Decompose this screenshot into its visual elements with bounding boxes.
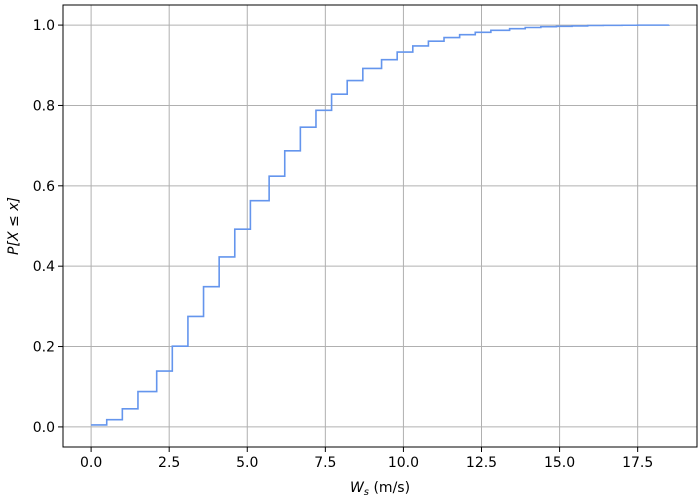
- x-tick-label: 15.0: [544, 455, 575, 471]
- y-tick-label: 0.0: [33, 420, 55, 436]
- x-axis-label-main: W: [350, 480, 365, 496]
- x-axis-ticks: 0.0 2.5 5.0 7.5 10.0 12.5 15.0 17.5: [80, 447, 653, 471]
- series-layer: [91, 24, 670, 426]
- x-tick-label: 17.5: [622, 455, 653, 471]
- y-tick-label: 0.4: [33, 259, 55, 275]
- x-tick-label: 12.5: [466, 455, 497, 471]
- y-axis-ticks: 0.0 0.2 0.4 0.6 0.8 1.0: [33, 18, 63, 436]
- y-tick-label: 0.8: [33, 98, 55, 114]
- x-tick-label: 5.0: [236, 455, 258, 471]
- grid-lines: [63, 5, 697, 447]
- x-tick-label: 7.5: [314, 455, 336, 471]
- x-tick-label: 0.0: [80, 455, 102, 471]
- x-axis-label-unit: (m/s): [369, 480, 410, 496]
- x-tick-label: 2.5: [158, 455, 180, 471]
- series-line: [91, 24, 670, 426]
- x-axis-label: Ws (m/s): [350, 480, 410, 498]
- y-tick-label: 0.2: [33, 340, 55, 356]
- plot-frame: [62, 4, 698, 448]
- x-axis-label-sub: s: [364, 487, 369, 498]
- y-tick-label: 1.0: [33, 18, 55, 34]
- y-axis-label: P[X ≤ x]: [6, 197, 22, 255]
- x-tick-label: 10.0: [388, 455, 419, 471]
- y-tick-label: 0.6: [33, 179, 55, 195]
